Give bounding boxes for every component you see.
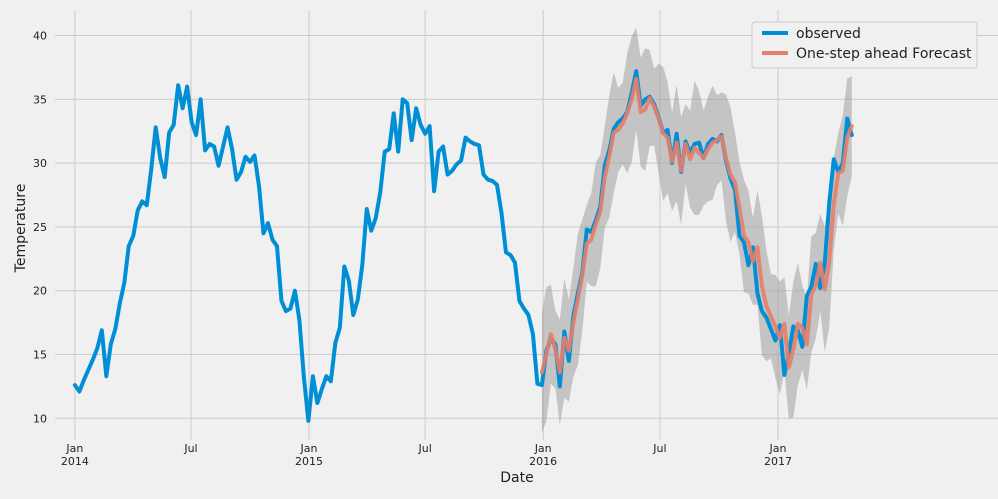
series-lines <box>72 69 854 423</box>
x-tick-label: Jan <box>768 442 786 455</box>
series-line-forecast <box>539 76 854 375</box>
y-tick-label: 30 <box>33 157 47 170</box>
x-tick-label: Jan <box>534 442 552 455</box>
x-tick-year-label: 2017 <box>764 455 792 468</box>
y-tick-label: 35 <box>33 93 47 106</box>
legend-label-observed: observed <box>796 26 861 42</box>
x-tick-year-label: 2016 <box>529 455 557 468</box>
legend: observed One-step ahead Forecast <box>751 21 978 69</box>
legend-box <box>751 21 978 69</box>
legend-label-forecast: One-step ahead Forecast <box>796 46 972 62</box>
y-tick-label: 20 <box>33 285 47 298</box>
x-tick-label: Jan <box>300 442 318 455</box>
y-tick-label: 15 <box>33 349 47 362</box>
x-axis-label: Date <box>500 470 533 486</box>
x-tick-label: Jul <box>418 442 432 455</box>
x-tick-year-label: 2015 <box>295 455 323 468</box>
x-tick-label: Jul <box>652 442 666 455</box>
y-tick-label: 10 <box>33 412 47 425</box>
x-tick-label: Jan <box>65 442 83 455</box>
y-axis-ticks: 10 15 20 25 30 35 40 <box>33 30 47 426</box>
y-axis-label: Temperature <box>13 184 29 274</box>
x-tick-label: Jul <box>183 442 197 455</box>
y-tick-label: 25 <box>33 221 47 234</box>
y-tick-label: 40 <box>33 30 47 43</box>
x-tick-year-label: 2014 <box>61 455 89 468</box>
